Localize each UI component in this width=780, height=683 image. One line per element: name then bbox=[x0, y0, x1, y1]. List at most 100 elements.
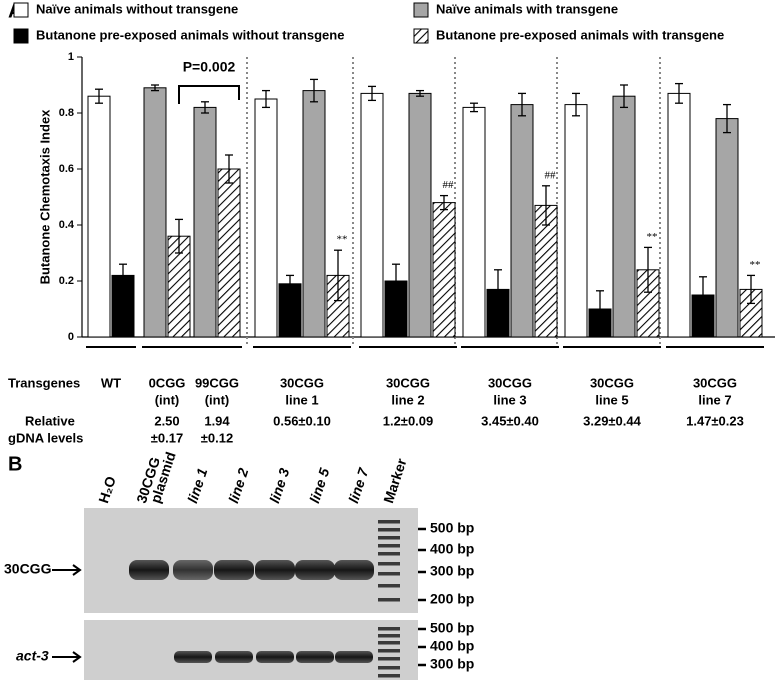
legend-swatch bbox=[413, 2, 429, 18]
error-bar bbox=[699, 276, 707, 314]
error-bar bbox=[151, 84, 159, 92]
gel-band bbox=[335, 651, 373, 663]
gel bbox=[84, 620, 418, 680]
error-bar bbox=[368, 85, 376, 102]
error-bar bbox=[494, 269, 502, 310]
ladder-band bbox=[378, 536, 400, 540]
ladder-band bbox=[378, 598, 400, 602]
ladder-band bbox=[378, 649, 400, 653]
significance-mark: ** bbox=[750, 259, 761, 271]
error-bar bbox=[542, 185, 550, 226]
y-axis-title: Butanone Chemotaxis Index bbox=[37, 109, 52, 285]
y-tick-label: 0.6 bbox=[59, 163, 74, 175]
gdna-level: 3.29±0.44 bbox=[583, 413, 642, 428]
lane-label: line 5 bbox=[306, 466, 332, 505]
bar bbox=[87, 95, 111, 338]
bracket-label: P=0.002 bbox=[183, 59, 236, 75]
panel-label: B bbox=[8, 453, 22, 475]
x-tick-sublabel: line 1 bbox=[285, 392, 318, 407]
bar bbox=[143, 87, 167, 338]
ladder-band bbox=[378, 528, 400, 532]
ladder-band bbox=[378, 627, 400, 631]
gdna-level: ±0.12 bbox=[201, 430, 233, 445]
x-tick-sublabel: line 3 bbox=[493, 392, 526, 407]
legend-swatch bbox=[13, 2, 29, 18]
gdna-level: 3.45±0.40 bbox=[481, 413, 539, 428]
ladder-band bbox=[378, 572, 400, 576]
size-label: 500 bp bbox=[430, 620, 474, 636]
gdna-level: 2.50 bbox=[154, 413, 179, 428]
y-tick-label: 0 bbox=[68, 331, 74, 343]
size-label: 400 bp bbox=[430, 541, 474, 557]
lane-label: Marker bbox=[380, 456, 410, 505]
size-label: 500 bp bbox=[430, 520, 474, 536]
gdna-level: 1.47±0.23 bbox=[686, 413, 744, 428]
legend-label: Butanone pre-exposed animals without tra… bbox=[36, 27, 344, 42]
bar bbox=[462, 106, 486, 338]
ladder-band bbox=[378, 674, 400, 678]
bar bbox=[302, 90, 326, 338]
bar bbox=[715, 118, 739, 338]
ladder-band bbox=[378, 544, 400, 548]
legend-swatch bbox=[413, 28, 429, 44]
lane-label: line 2 bbox=[225, 466, 251, 505]
bar bbox=[432, 202, 456, 338]
bar bbox=[217, 168, 241, 338]
row-label: Relative bbox=[25, 413, 75, 428]
size-label: 400 bp bbox=[430, 638, 474, 654]
y-tick-label: 0.4 bbox=[59, 219, 75, 231]
y-tick-label: 1 bbox=[68, 51, 74, 63]
gel-band bbox=[295, 560, 335, 580]
lane-label: line 1 bbox=[184, 466, 210, 505]
bar bbox=[667, 92, 691, 338]
gels bbox=[84, 508, 418, 680]
bar bbox=[360, 92, 384, 338]
ladder-band bbox=[378, 562, 400, 566]
error-bar bbox=[310, 78, 318, 103]
gel-label: 30CGG bbox=[4, 561, 52, 577]
gdna-level: 1.94 bbox=[204, 413, 230, 428]
x-tick-sublabel: line 7 bbox=[698, 392, 731, 407]
bar bbox=[564, 104, 588, 338]
x-tick-label: 30CGG bbox=[386, 375, 430, 390]
error-bar bbox=[262, 89, 270, 109]
error-bar bbox=[572, 92, 580, 117]
error-bar bbox=[286, 274, 294, 293]
x-tick-sublabel: line 2 bbox=[391, 392, 424, 407]
legend-swatch bbox=[13, 28, 29, 44]
gel-band bbox=[256, 651, 294, 663]
error-bar bbox=[620, 84, 628, 109]
legend-label: Naïve animals with transgene bbox=[436, 1, 618, 16]
error-bar bbox=[518, 92, 526, 117]
gel-band bbox=[215, 651, 253, 663]
bar bbox=[193, 106, 217, 338]
x-tick-label: 30CGG bbox=[280, 375, 324, 390]
ladder-band bbox=[378, 657, 400, 661]
ladder-band bbox=[378, 634, 400, 638]
error-bar bbox=[416, 89, 424, 97]
x-tick-label: WT bbox=[101, 375, 121, 390]
error-bar bbox=[392, 263, 400, 299]
size-label: 300 bp bbox=[430, 656, 474, 672]
row-label: Transgenes bbox=[8, 375, 80, 390]
ladder-band bbox=[378, 520, 400, 524]
gel-band bbox=[129, 560, 169, 580]
error-bar bbox=[644, 246, 652, 293]
significance-mark: ** bbox=[337, 234, 348, 246]
gel-arrow bbox=[52, 564, 82, 576]
gel-band bbox=[174, 651, 212, 663]
error-bar bbox=[747, 274, 755, 305]
row-label: gDNA levels bbox=[8, 430, 83, 445]
gel-band bbox=[214, 560, 254, 580]
x-tick-label: 30CGG bbox=[693, 375, 737, 390]
ladder-band bbox=[378, 641, 400, 645]
gel-band bbox=[173, 560, 213, 580]
error-bar bbox=[201, 101, 209, 114]
significance-mark: ## bbox=[545, 169, 557, 181]
y-tick-label: 0.2 bbox=[59, 275, 74, 287]
lane-label: line 3 bbox=[266, 466, 292, 505]
error-bar bbox=[596, 290, 604, 328]
x-tick-label: 30CGG bbox=[590, 375, 634, 390]
ladder-band bbox=[378, 552, 400, 556]
x-tick-label: 30CGG bbox=[488, 375, 532, 390]
